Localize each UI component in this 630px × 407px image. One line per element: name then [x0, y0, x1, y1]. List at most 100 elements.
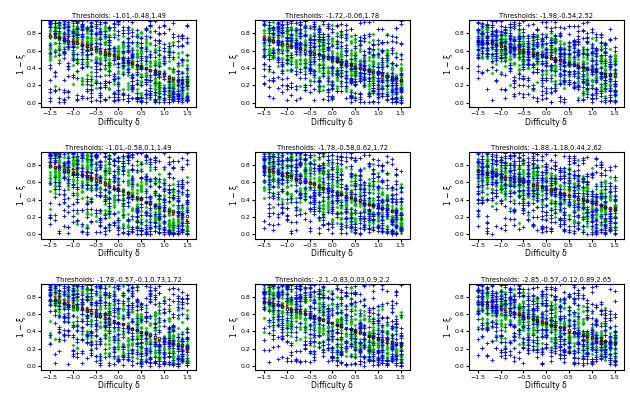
Point	[546, 61, 556, 68]
Point	[373, 90, 383, 96]
Point	[72, 278, 83, 284]
Point	[159, 350, 169, 356]
Point	[550, 62, 560, 68]
Point	[500, 48, 510, 55]
Point	[132, 321, 142, 328]
Point	[377, 74, 387, 80]
Point	[478, 345, 488, 351]
Point	[150, 37, 160, 43]
Point	[113, 344, 123, 350]
Point	[336, 352, 346, 358]
Point	[382, 89, 392, 96]
Point	[564, 56, 574, 63]
Point	[177, 220, 187, 227]
Point	[304, 359, 314, 365]
Point	[91, 290, 101, 296]
Point	[140, 230, 151, 237]
Point	[77, 283, 87, 289]
Point	[304, 52, 314, 58]
Point	[509, 45, 519, 52]
Point	[159, 341, 169, 347]
Point	[600, 347, 610, 354]
Point	[286, 329, 296, 336]
Point	[369, 84, 379, 91]
Point	[500, 309, 510, 315]
Point	[496, 38, 506, 44]
Point	[491, 166, 501, 172]
Point	[91, 307, 101, 314]
Point	[318, 294, 328, 300]
Point	[336, 157, 346, 164]
Point	[505, 294, 515, 301]
Point	[140, 340, 151, 347]
Point	[564, 345, 574, 351]
Point	[482, 167, 492, 174]
Point	[564, 340, 574, 347]
Point	[328, 218, 338, 225]
Point	[472, 293, 483, 300]
Point	[159, 309, 169, 315]
Point	[364, 329, 374, 335]
Point	[355, 325, 365, 331]
Point	[323, 208, 333, 215]
Point	[328, 221, 338, 227]
Point	[177, 80, 187, 87]
Point	[59, 304, 69, 311]
Point	[309, 282, 319, 288]
Point	[118, 210, 128, 217]
Point	[541, 195, 551, 202]
Point	[323, 320, 333, 326]
Point	[164, 81, 174, 88]
Point	[81, 164, 91, 171]
Point	[146, 63, 156, 69]
Point	[45, 19, 55, 26]
Point	[364, 333, 374, 339]
Point	[113, 187, 123, 194]
Point	[63, 63, 73, 70]
Point	[77, 286, 87, 292]
Point	[610, 226, 620, 233]
Point	[154, 59, 164, 66]
Point	[81, 304, 91, 311]
Point	[309, 68, 319, 75]
Point	[50, 217, 60, 223]
Point	[177, 73, 187, 80]
Point	[582, 30, 592, 37]
Y-axis label: 1 − ξ: 1 − ξ	[231, 185, 239, 206]
Point	[496, 296, 506, 302]
Point	[105, 165, 115, 171]
Point	[596, 55, 606, 61]
Point	[600, 58, 610, 65]
Point	[605, 352, 615, 359]
Point	[259, 337, 269, 344]
Point	[568, 184, 578, 190]
Point	[54, 186, 64, 193]
Point	[478, 40, 488, 47]
Point	[122, 335, 132, 341]
Point	[127, 348, 137, 354]
Point	[500, 279, 510, 286]
Point	[582, 304, 592, 310]
Point	[59, 281, 69, 287]
Point	[314, 85, 324, 92]
Point	[373, 200, 383, 207]
Point	[518, 149, 529, 155]
Point	[286, 311, 296, 318]
Point	[532, 296, 542, 303]
Point	[95, 302, 105, 309]
Point	[282, 24, 292, 31]
Point	[91, 161, 101, 167]
Point	[568, 228, 578, 234]
Point	[100, 214, 110, 221]
Point	[314, 50, 324, 57]
Point	[537, 31, 547, 38]
Point	[518, 56, 529, 63]
Point	[514, 61, 524, 68]
Point	[118, 55, 128, 61]
Point	[592, 95, 602, 101]
Point	[377, 346, 387, 353]
Point	[81, 209, 91, 216]
Point	[63, 284, 73, 290]
Point	[127, 78, 137, 84]
Point	[546, 42, 556, 48]
